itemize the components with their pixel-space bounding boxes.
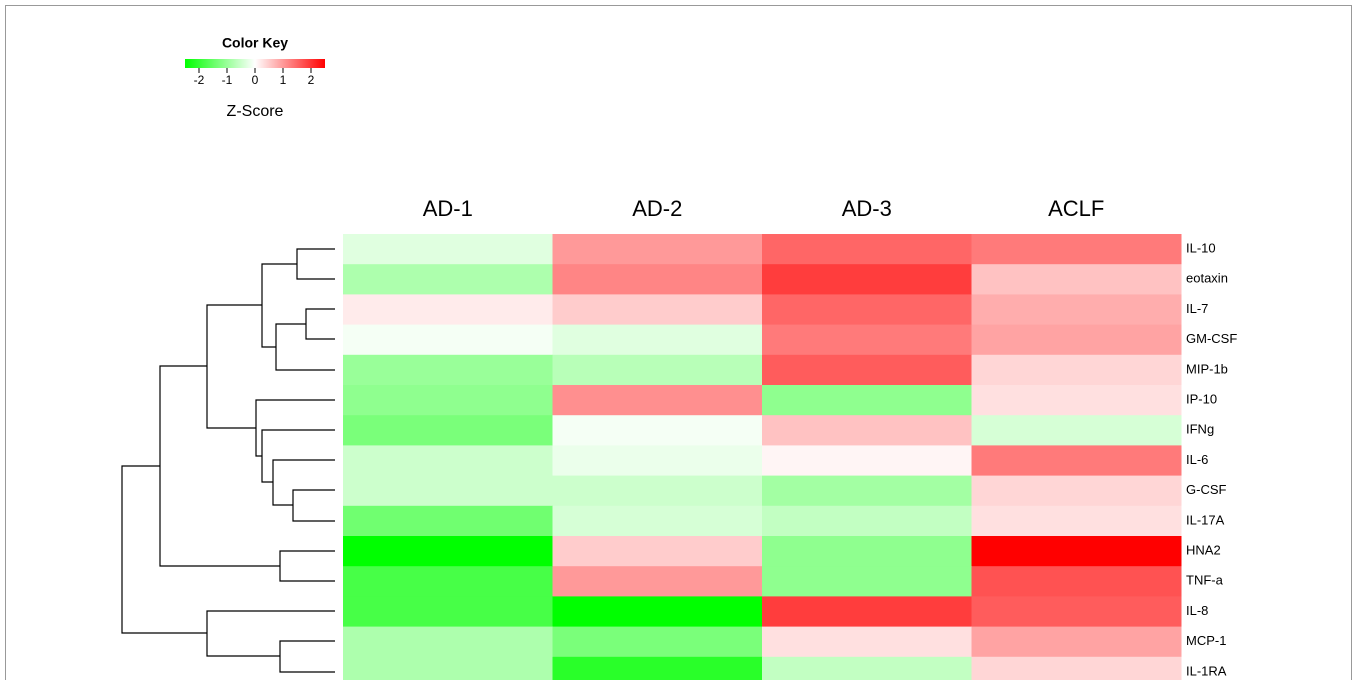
heatmap-cell [762,385,972,416]
heatmap-cell [971,354,1182,386]
row-label: IL-6 [1186,452,1208,467]
row-label: IL-7 [1186,301,1208,316]
heatmap-cell [552,596,763,628]
heatmap-cell [762,505,972,537]
heatmap-cell [343,234,553,265]
heatmap-cell [552,354,763,386]
heatmap-cell [971,264,1182,295]
heatmap-cell [971,626,1182,658]
heatmap-cell [971,415,1182,446]
row-label: IL-10 [1186,241,1216,256]
row-label: IFNg [1186,422,1214,437]
heatmap-cell [552,415,763,446]
heatmap-cell [552,626,763,658]
heatmap-cell [971,445,1182,477]
heatmap-cell [343,505,553,537]
heatmap-cell [971,536,1182,567]
row-label: IL-17A [1186,512,1225,527]
heatmap-cell [762,354,972,386]
heatmap-cell [343,415,553,446]
row-label: G-CSF [1186,482,1227,497]
heatmap-cell [343,656,553,680]
heatmap-cell [343,596,553,628]
column-label: AD-3 [842,196,892,221]
row-label: MCP-1 [1186,633,1226,648]
heatmap-cell [762,656,972,680]
heatmap-cell [552,264,763,295]
heatmap-cell [552,234,763,265]
colorbar [185,59,325,68]
heatmap-cell [762,445,972,477]
colorbar-tick-label: 2 [308,73,315,87]
heatmap-cell [552,475,763,507]
heatmap-cell [343,475,553,507]
heatmap-cell [971,234,1182,265]
column-label: AD-1 [423,196,473,221]
heatmap-cell [552,656,763,680]
colorbar-label: Z-Score [227,103,284,120]
colorbar-tick-label: -2 [194,73,205,87]
colorbar-tick-label: 0 [252,73,259,87]
heatmap-cell [762,536,972,567]
colorbar-tick-label: 1 [280,73,287,87]
heatmap-cell [762,566,972,597]
colorbar-title: Color Key [222,35,288,51]
row-label: IL-1RA [1186,663,1227,678]
heatmap-cell [343,385,553,416]
row-label: IL-8 [1186,603,1208,618]
heatmap-cell [971,656,1182,680]
colorbar-tick-label: -1 [222,73,233,87]
heatmap-cell [971,566,1182,597]
heatmap-cell [552,566,763,597]
heatmap-cell [552,324,763,356]
heatmap-cell [762,234,972,265]
dendrogram [121,248,335,673]
column-label: ACLF [1048,196,1104,221]
heatmap-cell [343,536,553,567]
heatmap-cell [343,324,553,356]
heatmap-cell [762,475,972,507]
row-label: IP-10 [1186,392,1217,407]
heatmap-cell [552,445,763,477]
heatmap-cell [762,294,972,326]
heatmap-cell [343,626,553,658]
column-label: AD-2 [632,196,682,221]
heatmap-cell [552,294,763,326]
row-label: TNF-a [1186,573,1224,588]
heatmap-cell [762,324,972,356]
frame [5,5,1352,680]
heatmap-cell [762,626,972,658]
heatmap-cell [552,505,763,537]
heatmap-cell [343,566,553,597]
heatmap-cell [762,264,972,295]
heatmap-cell [343,294,553,326]
heatmap-cell [343,354,553,386]
row-label: GM-CSF [1186,331,1237,346]
heatmap-cell [971,596,1182,628]
heatmap-cell [343,445,553,477]
heatmap-cell [971,324,1182,356]
heatmap-cell [971,505,1182,537]
heatmap-cell [762,596,972,628]
heatmap-cell [552,385,763,416]
heatmap-cell [971,385,1182,416]
heatmap-cell [971,294,1182,326]
row-label: eotaxin [1186,271,1228,286]
heatmap-cell [552,536,763,567]
row-label: HNA2 [1186,543,1221,558]
heatmap-cell [343,264,553,295]
row-label: MIP-1b [1186,361,1228,376]
heatmap-cell [971,475,1182,507]
heatmap-cell [762,415,972,446]
